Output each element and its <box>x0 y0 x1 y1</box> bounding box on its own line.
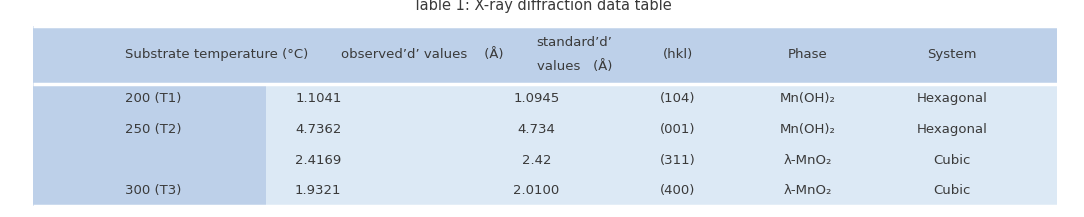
Text: 1.9321: 1.9321 <box>295 184 341 197</box>
Text: (001): (001) <box>660 123 695 136</box>
Text: values   (Å): values (Å) <box>537 60 612 73</box>
Text: (104): (104) <box>660 92 695 105</box>
Text: System: System <box>927 48 977 61</box>
Text: 2.4169: 2.4169 <box>295 154 341 167</box>
Text: Substrate temperature (°C): Substrate temperature (°C) <box>125 48 308 61</box>
Text: 2.42: 2.42 <box>521 154 552 167</box>
Text: 4.734: 4.734 <box>518 123 555 136</box>
Text: (311): (311) <box>660 154 695 167</box>
Text: Phase: Phase <box>788 48 827 61</box>
Text: Hexagonal: Hexagonal <box>916 123 988 136</box>
Bar <box>266 84 1057 206</box>
Text: Mn(OH)₂: Mn(OH)₂ <box>779 123 836 136</box>
Text: λ-MnO₂: λ-MnO₂ <box>784 184 831 197</box>
Text: (400): (400) <box>660 184 695 197</box>
Text: Mn(OH)₂: Mn(OH)₂ <box>779 92 836 105</box>
Text: Cubic: Cubic <box>933 184 970 197</box>
Text: 200 (T1): 200 (T1) <box>125 92 181 105</box>
Text: Table 1: X-ray diffraction data table: Table 1: X-ray diffraction data table <box>413 0 671 13</box>
Text: Cubic: Cubic <box>933 154 970 167</box>
Text: Hexagonal: Hexagonal <box>916 92 988 105</box>
Text: 1.0945: 1.0945 <box>514 92 559 105</box>
Text: 250 (T2): 250 (T2) <box>125 123 181 136</box>
Text: 300 (T3): 300 (T3) <box>125 184 181 197</box>
Bar <box>33 26 1057 206</box>
Text: standard’d’: standard’d’ <box>537 36 612 49</box>
Text: observed’d’ values    (Å): observed’d’ values (Å) <box>341 48 504 61</box>
Text: 2.0100: 2.0100 <box>514 184 559 197</box>
Text: (hkl): (hkl) <box>662 48 693 61</box>
Text: λ-MnO₂: λ-MnO₂ <box>784 154 831 167</box>
Text: 1.1041: 1.1041 <box>295 92 341 105</box>
Text: 4.7362: 4.7362 <box>295 123 341 136</box>
